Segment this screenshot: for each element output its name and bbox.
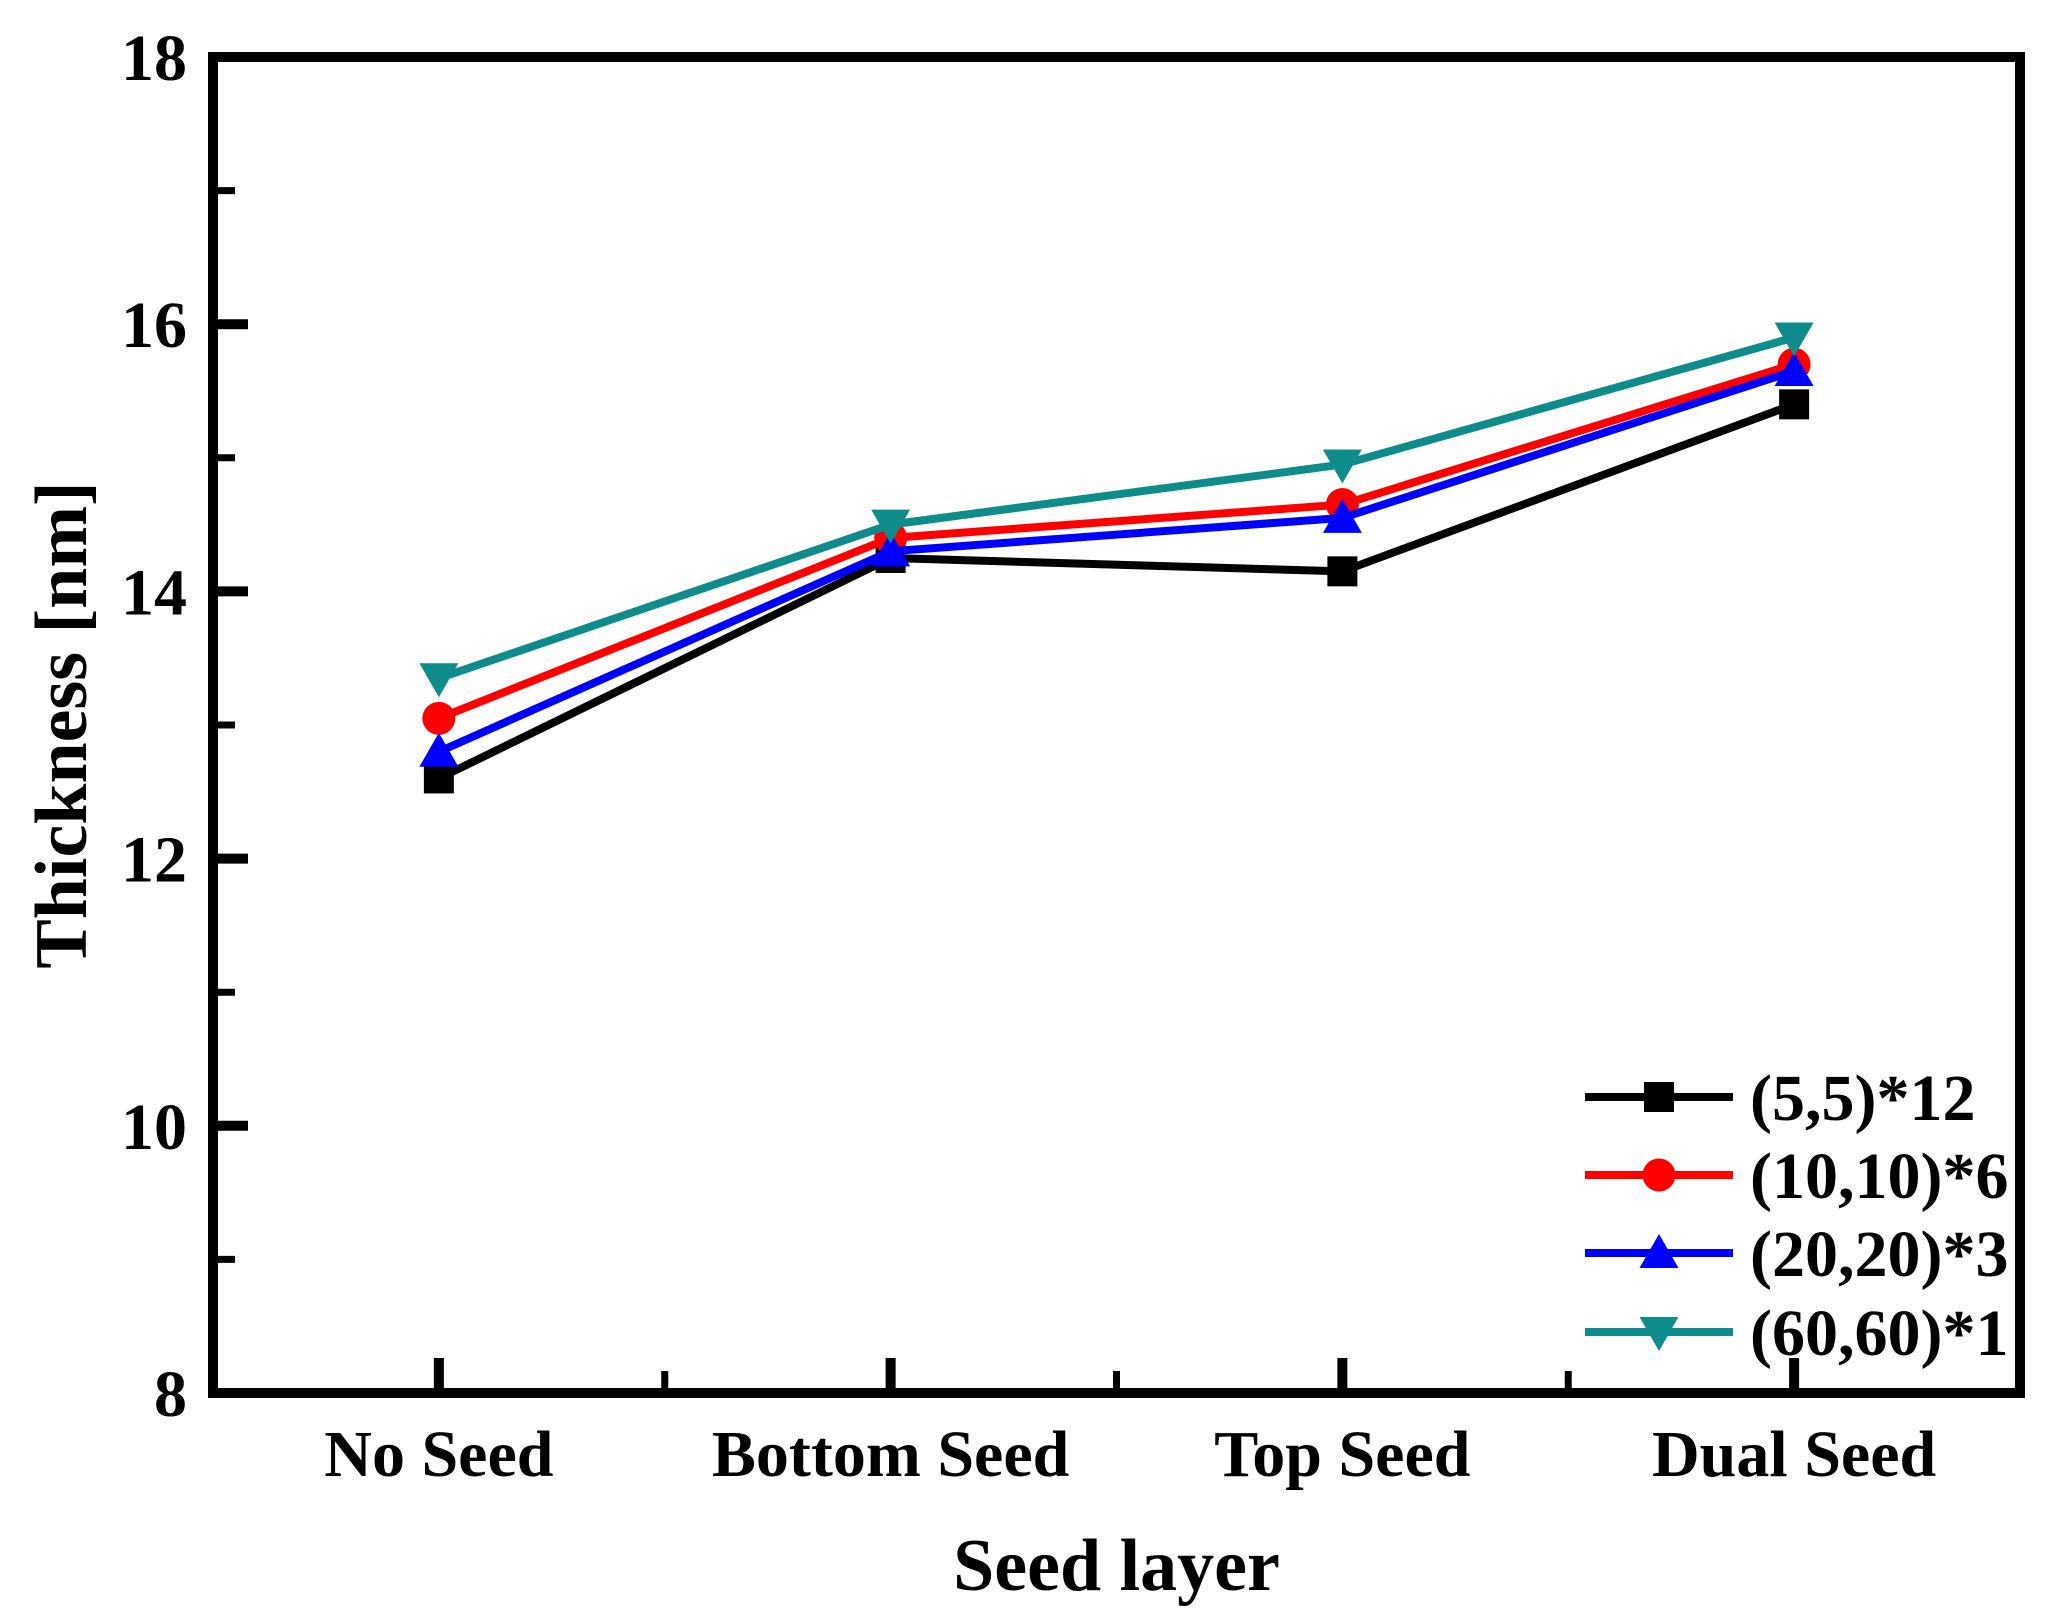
series-4-marker-1 [419, 663, 459, 698]
y-tick-label-10: 10 [121, 1091, 187, 1164]
y-tick-label-8: 8 [154, 1358, 187, 1431]
series-3-line [437, 367, 1796, 756]
series-1-marker-4 [1779, 389, 1810, 420]
legend-label-4: (60,60)*1 [1750, 1297, 2008, 1370]
series-1-marker-1 [423, 763, 454, 794]
y-tick-label-16: 16 [121, 289, 187, 362]
legend-label-3: (20,20)*3 [1750, 1218, 2008, 1291]
x-axis-title: Seed layer [953, 1525, 1280, 1607]
y-tick-label-14: 14 [121, 556, 187, 629]
x-tick-label-2: Bottom Seed [712, 1418, 1069, 1491]
y-axis-title: Thickness [nm] [21, 481, 103, 968]
y-tick-label-18: 18 [121, 22, 187, 95]
series-4-marker-3 [1322, 449, 1362, 484]
legend-marker-3 [1639, 1234, 1679, 1268]
series-3-marker-1 [419, 732, 459, 767]
series-4-line [437, 333, 1796, 683]
legend-marker-2 [1642, 1158, 1676, 1192]
series-1-marker-3 [1327, 556, 1358, 587]
series-3-marker-2 [871, 532, 911, 567]
x-tick-label-4: Dual Seed [1652, 1418, 1936, 1491]
x-tick-label-1: No Seed [324, 1418, 553, 1491]
legend-label-2: (10,10)*6 [1750, 1140, 2008, 1213]
series-4-marker-2 [871, 509, 911, 544]
x-tick-label-3: Top Seed [1214, 1418, 1470, 1491]
series-2-line [437, 360, 1796, 723]
series-2-marker-1 [422, 701, 456, 735]
plot-frame [208, 52, 2025, 1398]
series-1-line [437, 400, 1796, 783]
series-3-marker-4 [1774, 351, 1814, 386]
series-3-marker-3 [1322, 498, 1362, 533]
legend-label-1: (5,5)*12 [1750, 1062, 1975, 1135]
legend-marker-4 [1639, 1317, 1679, 1351]
y-tick-label-12: 12 [121, 824, 187, 897]
legend-marker-1 [1644, 1082, 1674, 1112]
series-4-marker-4 [1774, 322, 1814, 357]
